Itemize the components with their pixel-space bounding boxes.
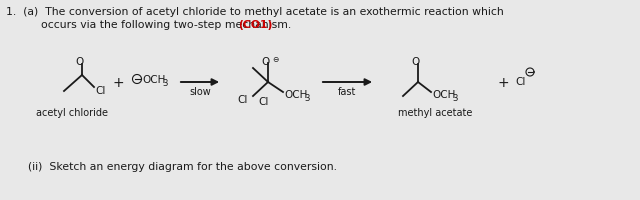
Text: slow: slow — [189, 87, 211, 97]
Text: O: O — [261, 57, 269, 67]
Text: 1.  (a)  The conversion of acetyl chloride to methyl acetate is an exothermic re: 1. (a) The conversion of acetyl chloride… — [6, 7, 504, 17]
Text: +: + — [497, 76, 509, 90]
Text: Cl: Cl — [95, 86, 106, 96]
Text: fast: fast — [338, 87, 356, 97]
Text: Cl: Cl — [515, 77, 525, 87]
Text: OCH: OCH — [432, 90, 456, 100]
Text: +: + — [112, 76, 124, 90]
Text: OCH: OCH — [142, 75, 165, 85]
Text: (ii)  Sketch an energy diagram for the above conversion.: (ii) Sketch an energy diagram for the ab… — [28, 161, 337, 171]
Text: O: O — [412, 57, 420, 67]
Text: OCH: OCH — [284, 90, 307, 100]
Text: (CO1): (CO1) — [238, 20, 273, 30]
Text: Cl: Cl — [238, 95, 248, 104]
Text: 3: 3 — [162, 79, 168, 88]
Text: ⊖: ⊖ — [272, 55, 278, 64]
Text: 3: 3 — [304, 94, 310, 102]
Text: O: O — [76, 57, 84, 67]
Text: Cl: Cl — [259, 97, 269, 106]
Text: occurs via the following two-step mechanism.: occurs via the following two-step mechan… — [6, 20, 295, 30]
Text: acetyl chloride: acetyl chloride — [36, 107, 108, 117]
Text: methyl acetate: methyl acetate — [398, 107, 472, 117]
Text: 3: 3 — [452, 94, 458, 102]
